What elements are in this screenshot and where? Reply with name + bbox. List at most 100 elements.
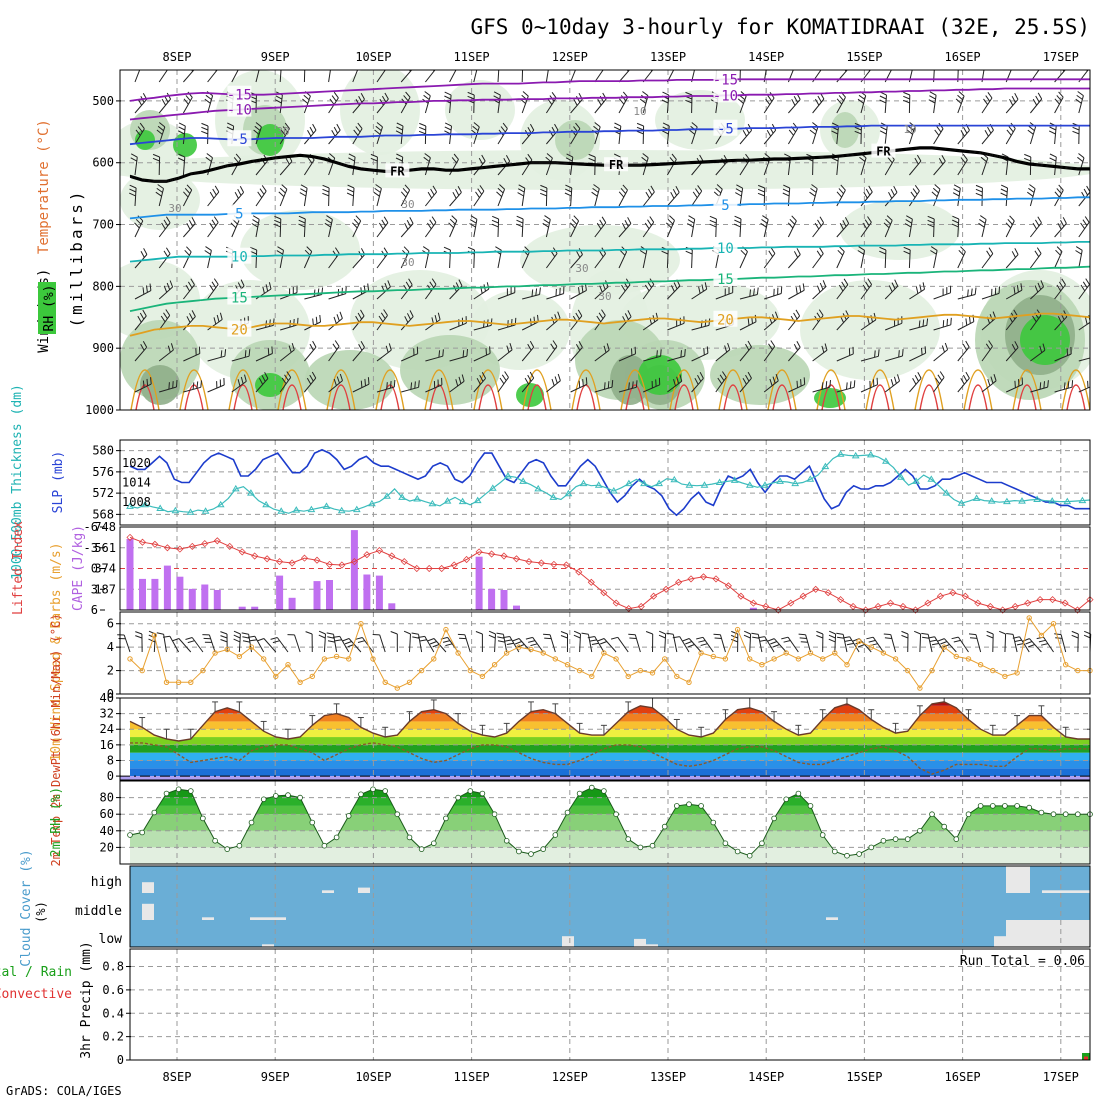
upper-wind-barb [860,250,865,269]
upper-wind-barb-flag [1009,215,1015,222]
upper-wind-barb-flag [588,157,596,162]
cloud-block [250,917,262,920]
slp-line [129,448,1090,517]
upper-wind-barb [1078,321,1090,331]
rh-marker [297,794,303,801]
upper-wind-barb-flag [226,126,234,131]
upper-wind-barb-flag [140,343,145,351]
thickness-marker [987,497,996,504]
upper-wind-barb-flag [432,185,438,193]
upper-wind-barb-flag [237,282,242,290]
upper-wind-barb-flag [908,61,914,65]
upper-wind-barb-flag [274,215,281,220]
upper-wind-barb-flag [1083,188,1089,196]
upper-wind-barb-flag [903,99,910,104]
upper-wind-barb-flag [571,64,576,69]
surface-wind-barb-flag [135,631,143,635]
upper-wind-barb-flag [1037,216,1042,224]
upper-wind-barb-flag [890,379,894,387]
upper-wind-barb-flag [209,222,214,230]
upper-wind-barb-flag [496,191,503,197]
upper-wind-barb-flag [458,279,463,287]
upper-wind-barb [618,97,629,114]
upper-wind-barb-flag [669,64,674,69]
thickness-tick-label: 580 [92,444,114,458]
cloud-block [202,917,214,920]
surface-wind-barb-flag [318,630,326,635]
upper-wind-barb-flag [419,122,426,127]
upper-wind-barb [158,98,171,114]
upper-wind-barb-flag [1034,219,1040,227]
upper-wind-barb-flag [205,94,212,100]
upper-wind-barb-flag [671,153,677,160]
upper-wind-barb [497,189,506,207]
cape-bar [163,565,171,610]
upper-wind-barb-flag [142,380,145,388]
upper-wind-barb-flag [478,157,484,165]
upper-wind-barb [957,321,975,331]
upper-wind-barb-flag [796,248,801,255]
upper-wind-barb-flag [370,153,378,158]
surface-wind-barb-flag [857,644,865,648]
pressure-tick-label: 500 [92,94,114,108]
cape-bar [500,590,508,610]
upper-wind-barb-flag [1029,184,1036,190]
upper-wind-barb [788,315,800,331]
upper-wind-barb-flag [767,95,773,102]
wind-speed-marker [1050,621,1057,627]
rh-marker [649,842,656,849]
date-label-top: 13SEP [650,50,686,64]
thickness-marker [655,479,663,487]
upper-wind-barb-flag [951,223,959,228]
surface-wind-barb-flag [220,631,228,635]
upper-wind-barb [207,355,226,362]
rh-contour-fill [620,280,780,360]
upper-wind-barb-flag [577,309,583,317]
upper-wind-barb [497,250,502,269]
upper-wind-barb [207,319,223,331]
thickness-marker [262,500,270,508]
upper-wind-barb-flag [621,284,626,292]
upper-wind-barb [1078,191,1090,207]
upper-wind-barb-flag [733,223,741,228]
lifted-index-marker [338,561,346,569]
cape-tick-label: 561 [94,541,116,555]
upper-wind-barb-flag [960,377,965,385]
wind-speed-marker [759,662,765,668]
upper-wind-barb-flag [209,284,214,292]
thickness-marker [534,484,543,492]
precip-tick-label: 0.6 [102,983,124,997]
upper-wind-barb [618,251,628,269]
lifted-index-marker [1024,599,1032,607]
upper-wind-barb-flag [902,349,904,357]
upper-wind-barb [279,250,284,269]
upper-wind-barb-flag [268,282,272,290]
surface-wind-barb-flag [743,634,751,639]
upper-wind-barb-flag [367,283,370,291]
isotherm-label-bg [227,288,252,305]
upper-wind-barb [134,290,152,300]
wind-speed-marker [552,656,558,662]
upper-wind-barb-flag [426,222,432,230]
upper-wind-barb-flag [211,219,217,226]
upper-wind-barb-flag [545,156,552,163]
upper-wind-barb-flag [186,246,192,253]
upper-wind-barb [473,219,478,238]
upper-wind-barb [449,159,459,176]
upper-wind-barb-flag [789,218,796,225]
surface-wind-barb [634,634,641,653]
upper-wind-barb-flag [965,371,970,379]
cloud-grid [176,866,1062,947]
upper-wind-barb-flag [930,246,938,251]
upper-wind-barb [134,346,148,362]
rh-marker [807,803,814,809]
wind-speed-marker [832,650,838,656]
upper-wind-barb-flag [552,340,558,347]
upper-wind-barb-flag [721,371,727,378]
lifted-index-marker [974,599,982,607]
temperature-tick-label: 24 [100,722,114,736]
upper-wind-barb-flag [257,191,263,198]
surface-wind-barb [263,638,277,653]
upper-wind-barb-flag [596,222,602,230]
